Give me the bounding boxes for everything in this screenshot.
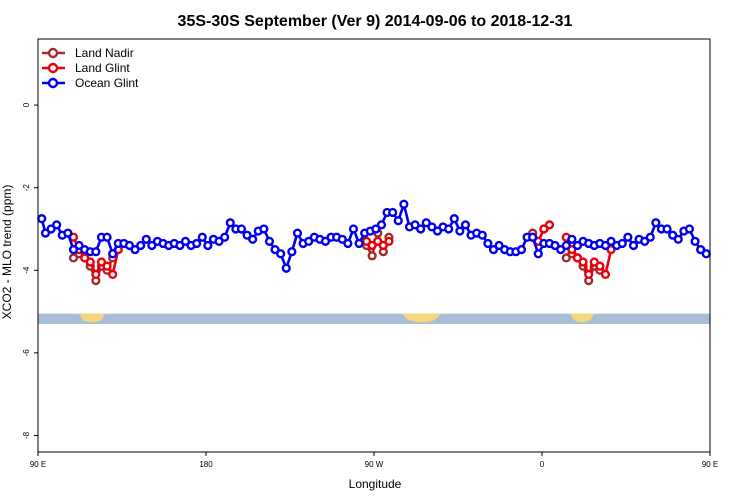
data-point (483, 238, 493, 249)
data-point (136, 240, 146, 251)
y-tick-label: -6 (22, 349, 31, 357)
data-point (91, 247, 101, 257)
data-point (399, 199, 409, 209)
chart-title: 35S-30S September (Ver 9) 2014-09-06 to … (178, 13, 573, 30)
legend-label: Land Glint (75, 61, 130, 75)
data-point (225, 218, 235, 228)
x-tick-label: 90 E (30, 460, 46, 469)
data-point (276, 249, 286, 259)
legend-marker (47, 77, 59, 89)
y-tick-label: -2 (22, 184, 31, 192)
y-tick-label: -8 (22, 431, 31, 439)
data-point (567, 234, 577, 244)
data-point (617, 238, 627, 249)
data-point (701, 249, 711, 259)
data-point (455, 226, 465, 236)
legend-label: Ocean Glint (75, 76, 139, 90)
data-point (37, 214, 47, 224)
data-point (192, 238, 202, 249)
data-point (91, 269, 101, 280)
data-point (595, 261, 605, 271)
data-point (584, 269, 594, 280)
data-point (376, 220, 387, 230)
data-point (684, 224, 695, 234)
data-point (343, 238, 353, 249)
data-point (690, 236, 700, 246)
data-point (102, 261, 112, 271)
data-point (287, 247, 297, 257)
data-point (108, 269, 118, 280)
data-point (85, 257, 95, 267)
data-point (63, 228, 73, 238)
series-ocean-glint (37, 199, 711, 273)
data-point (388, 207, 398, 218)
data-point (628, 240, 639, 251)
y-axis-label: XCO2 - MLO trend (ppm) (0, 185, 14, 320)
data-point (449, 214, 459, 224)
data-point (264, 236, 275, 246)
data-point (533, 249, 543, 259)
data-point (600, 269, 611, 280)
land-mass (79, 313, 106, 323)
series-layer (37, 199, 711, 286)
x-tick-label: 0 (540, 460, 545, 469)
land-mass (402, 313, 442, 323)
data-point (662, 224, 672, 234)
legend-marker (47, 62, 59, 74)
data-point (416, 224, 426, 234)
data-point (651, 218, 661, 228)
data-point (578, 257, 588, 267)
data-point (141, 234, 151, 244)
data-point (460, 220, 471, 230)
data-point (354, 238, 364, 249)
y-tick-label: -4 (22, 266, 31, 274)
data-point (444, 224, 454, 234)
data-point (393, 216, 403, 226)
x-axis-label: Longitude (349, 477, 402, 491)
land-ocean-strip (38, 313, 710, 324)
series-land-glint (68, 220, 616, 280)
x-tick-label: 90 E (702, 460, 718, 469)
data-point (220, 232, 230, 242)
data-point (561, 240, 571, 251)
data-point (528, 232, 538, 242)
legend-label: Land Nadir (75, 46, 134, 60)
data-point (384, 236, 394, 246)
data-point (544, 220, 555, 230)
land-mass (570, 313, 595, 323)
data-point (108, 249, 118, 259)
x-tick-label: 90 W (365, 460, 384, 469)
data-point (102, 232, 112, 242)
data-point (197, 232, 207, 242)
data-point (259, 224, 269, 234)
data-point (477, 230, 487, 240)
data-point (203, 240, 213, 251)
data-point (645, 232, 655, 242)
data-point (236, 224, 247, 234)
data-point (292, 228, 303, 238)
ocean-band (38, 313, 710, 324)
data-point (367, 251, 377, 261)
y-axis: 0 -2 -4 -6 -8 (22, 102, 38, 439)
x-tick-label: 180 (199, 460, 213, 469)
data-point (348, 224, 359, 234)
data-point (673, 234, 683, 244)
data-point (248, 234, 258, 244)
data-point (623, 232, 633, 242)
data-point (516, 245, 527, 255)
data-point (52, 220, 62, 230)
legend-marker (47, 47, 59, 59)
data-point (281, 263, 291, 273)
x-axis: 90 E 180 90 W 0 90 E (30, 452, 718, 469)
y-tick-label: 0 (22, 102, 31, 107)
